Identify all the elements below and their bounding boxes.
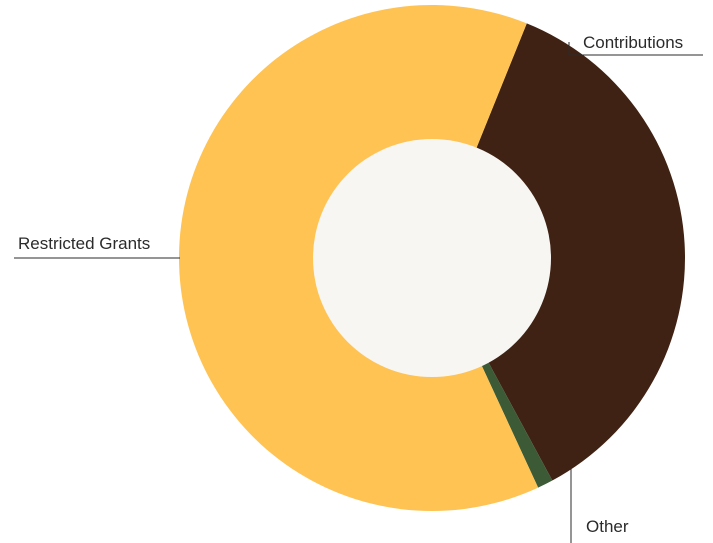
label-other: Other: [586, 517, 629, 536]
donut-hole: [313, 139, 551, 377]
label-contributions: Contributions: [583, 33, 683, 52]
label-restricted-grants: Restricted Grants: [18, 234, 150, 253]
slice-contributions: [432, 23, 685, 481]
labels-layer: Contributions Other Restricted Grants: [14, 33, 703, 543]
